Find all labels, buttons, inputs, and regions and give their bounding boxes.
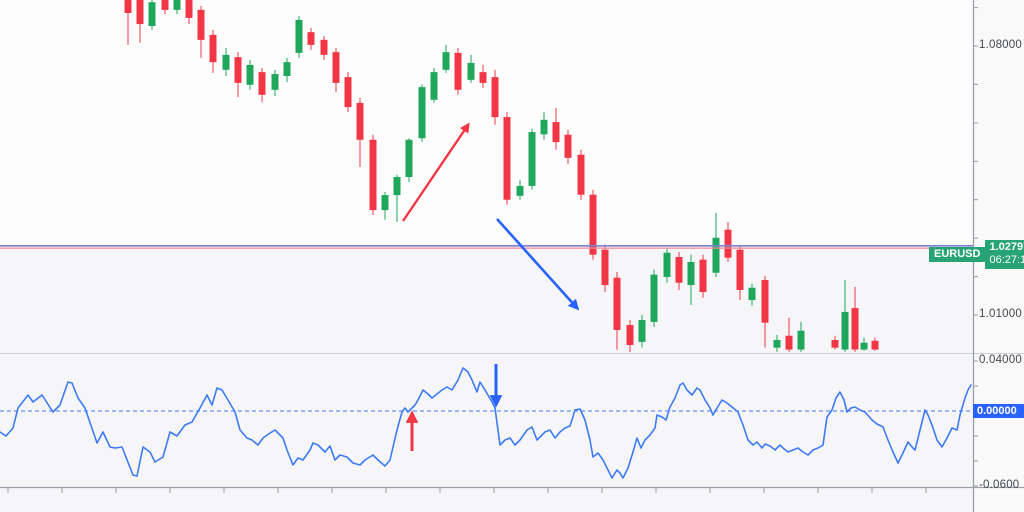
- candle-down: [626, 324, 634, 345]
- candle-down: [724, 229, 732, 258]
- candle-down: [564, 134, 572, 158]
- candle-down: [197, 9, 205, 40]
- candle-up: [467, 62, 475, 80]
- candle-up: [650, 274, 658, 322]
- candle-up: [516, 185, 524, 196]
- axis-label: -0.0600: [979, 479, 1020, 491]
- candle-up: [430, 72, 438, 100]
- candle-down: [785, 335, 793, 350]
- candle-up: [271, 74, 279, 90]
- candle-up: [528, 132, 536, 186]
- candle-up: [173, 0, 181, 10]
- candle-up: [283, 62, 291, 76]
- candle-down: [736, 249, 744, 291]
- candle-down: [871, 340, 879, 350]
- candle-down: [307, 32, 315, 45]
- candle-up: [393, 177, 401, 196]
- candle-up: [418, 87, 426, 139]
- candle-down: [320, 39, 328, 55]
- candle-down: [577, 154, 585, 195]
- candle-up: [405, 139, 413, 178]
- axis-label: 1.08000: [979, 39, 1022, 51]
- candle-down: [675, 256, 683, 283]
- symbol-last-price: 1.02797: [989, 241, 1024, 253]
- shaded-zone: [0, 245, 973, 353]
- candle-up: [638, 319, 646, 342]
- candle-up: [442, 52, 450, 70]
- candle-down: [479, 72, 487, 83]
- candle-up: [295, 19, 303, 53]
- candle-up: [687, 261, 695, 286]
- candle-down: [589, 194, 597, 255]
- price-rally-arrow[interactable]: [402, 122, 470, 222]
- price-pane-background[interactable]: [0, 0, 973, 353]
- candle-down: [851, 308, 859, 350]
- oscillator-line: [0, 367, 972, 479]
- candle-up: [540, 119, 548, 135]
- candle-up: [148, 2, 156, 27]
- candle-down: [185, 0, 193, 18]
- oscillator-zero-label: 0.00000: [973, 404, 1024, 418]
- oscillator-pane-background[interactable]: [0, 354, 973, 512]
- candle-up: [860, 342, 868, 350]
- candle-down: [699, 259, 707, 292]
- candle-up: [797, 330, 805, 350]
- candle-down: [332, 52, 340, 83]
- symbol-countdown: 06:27:15: [989, 254, 1024, 266]
- candle-down: [369, 139, 377, 211]
- price-decline-arrow[interactable]: [496, 218, 580, 311]
- candle-down: [613, 277, 621, 330]
- candle-down: [161, 0, 169, 10]
- candle-down: [491, 77, 499, 118]
- candle-down: [258, 72, 266, 95]
- candle-down: [344, 77, 352, 108]
- candle-down: [209, 34, 217, 63]
- candle-up: [712, 237, 720, 273]
- axis-label: 0.04000: [979, 354, 1022, 366]
- candle-down: [136, 0, 144, 25]
- candle-up: [841, 311, 849, 350]
- candle-down: [234, 57, 242, 83]
- axis-label: 1.01000: [979, 308, 1022, 320]
- symbol-price-label[interactable]: EURUSD 1.02797 06:27:15: [929, 240, 1024, 269]
- candle-up: [773, 339, 781, 348]
- candle-down: [503, 117, 511, 200]
- candle-down: [552, 122, 560, 143]
- candle-up: [381, 195, 389, 211]
- candle-down: [356, 102, 364, 140]
- candle-down: [454, 52, 462, 90]
- candle-down: [831, 339, 839, 348]
- candle-up: [246, 64, 254, 85]
- symbol-name-label: EURUSD: [929, 247, 986, 262]
- candle-down: [124, 0, 132, 13]
- candle-down: [761, 280, 769, 323]
- symbol-price-box: 1.02797 06:27:15: [985, 240, 1024, 269]
- candle-up: [222, 54, 230, 70]
- candle-up: [663, 252, 671, 277]
- candle-up: [748, 287, 756, 301]
- candle-down: [601, 249, 609, 286]
